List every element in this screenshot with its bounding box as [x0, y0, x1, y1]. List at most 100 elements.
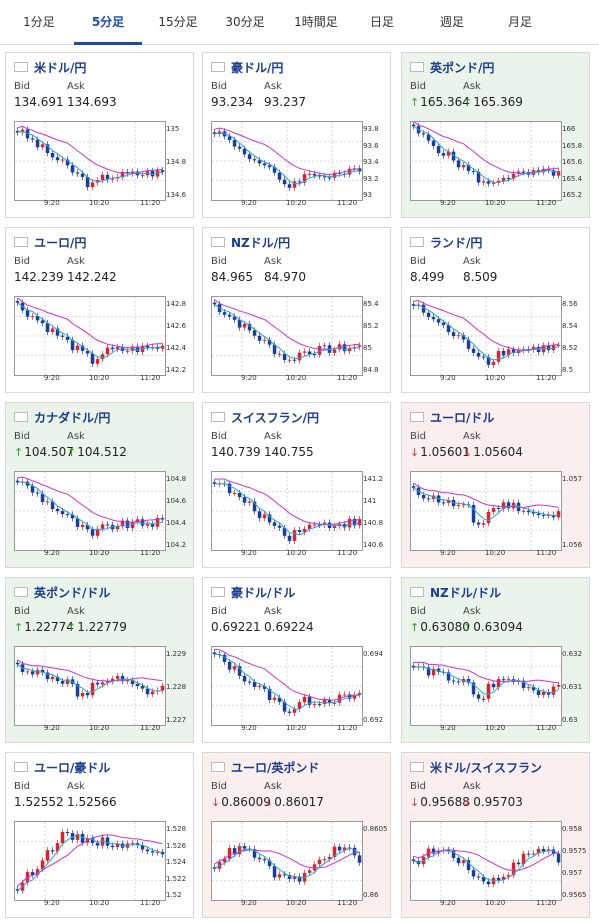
currency-card[interactable]: ユーロ/豪ドル Bid Ask 1.52552 1.52566 1.528 1.526 1.5… [5, 752, 194, 918]
x-tick-label: 10:20 [286, 374, 307, 382]
ask-value: 134.693 [67, 95, 117, 109]
candle [227, 483, 232, 494]
price-chart[interactable] [211, 121, 363, 201]
candle [277, 353, 282, 355]
pair-name[interactable]: 米ドル/円 [34, 60, 87, 75]
candle [302, 528, 307, 533]
currency-card[interactable]: ユーロ/円 Bid Ask 142.239 142.242 142.8 142.6 142.4… [5, 227, 194, 393]
price-chart[interactable] [410, 471, 562, 551]
x-tick-label: 10:20 [485, 374, 506, 382]
candle [337, 846, 342, 851]
currency-card[interactable]: 米ドル/円 Bid Ask 134.691 134.693 135 134.8 134.6 9:… [5, 52, 194, 218]
card-header: 英ポンド/円 [410, 59, 494, 75]
candle [352, 847, 357, 856]
candle [222, 858, 227, 863]
candle [50, 501, 55, 509]
currency-card[interactable]: 米ドル/スイスフラン Bid Ask ↓0.95688 ↓0.95703 0.958 0.9… [401, 752, 590, 918]
price-chart[interactable] [211, 296, 363, 376]
price-chart[interactable] [211, 646, 363, 726]
candlestick-svg [212, 122, 362, 200]
price-chart[interactable] [410, 821, 562, 901]
currency-card[interactable]: ユーロ/英ポンド Bid Ask ↓0.86009 ↓0.86017 0.8605 0.86… [202, 752, 391, 918]
tab-4[interactable]: 1時間足 [294, 15, 338, 29]
x-tick-label: 9:20 [440, 899, 456, 907]
tab-5[interactable]: 日足 [369, 15, 394, 29]
y-tick-label: 93 [363, 191, 372, 199]
candle [421, 495, 426, 499]
tab-7[interactable]: 月足 [507, 15, 532, 29]
candle [302, 174, 307, 183]
pair-name[interactable]: 豪ドル/ドル [231, 585, 296, 600]
bid-value: 1.52552 [14, 795, 64, 809]
price-chart[interactable] [211, 471, 363, 551]
candle [297, 352, 302, 361]
ask-label: Ask [264, 431, 282, 442]
pair-name[interactable]: NZドル/円 [231, 235, 291, 250]
candle [501, 679, 506, 681]
currency-card[interactable]: NZドル/ドル Bid Ask ↑0.63080 ↑0.63094 0.632 0.631 0… [401, 577, 590, 743]
currency-card[interactable]: NZドル/円 Bid Ask 84.965 84.970 85.4 85.2 85 84.8 9:… [202, 227, 391, 393]
tab-6[interactable]: 週足 [439, 15, 464, 29]
candle [307, 524, 312, 529]
pair-name[interactable]: ユーロ/円 [34, 235, 87, 250]
candle [426, 667, 431, 676]
currency-card[interactable]: 豪ドル/ドル Bid Ask 0.69221 0.69224 0.694 0.692 9:20… [202, 577, 391, 743]
bid-value: ↑0.63080 [410, 620, 470, 634]
price-chart[interactable] [211, 821, 363, 901]
pair-name[interactable]: 豪ドル/円 [231, 60, 284, 75]
currency-card[interactable]: 英ポンド/ドル Bid Ask ↑1.22774 ↑1.22779 1.229 1.228 1… [5, 577, 194, 743]
candle [237, 319, 242, 328]
ask-label: Ask [264, 781, 282, 792]
currency-card[interactable]: ランド/円 Bid Ask 8.499 8.509 8.56 8.54 8.52 8.5 9:20… [401, 227, 590, 393]
candle [456, 504, 461, 506]
candle [312, 354, 317, 355]
pair-name[interactable]: ユーロ/英ポンド [231, 760, 320, 775]
tab-1[interactable]: 5分足 [74, 0, 142, 45]
tab-0[interactable]: 1分足 [23, 15, 55, 29]
tab-3[interactable]: 30分足 [225, 15, 265, 29]
candle [556, 853, 561, 863]
price-chart[interactable] [410, 121, 562, 201]
candle [342, 524, 347, 528]
x-tick-label: 10:20 [89, 724, 110, 732]
pair-name[interactable]: ユーロ/豪ドル [34, 760, 111, 775]
y-tick-label: 1.229 [166, 650, 187, 658]
candle [115, 526, 120, 530]
pair-name[interactable]: ユーロ/ドル [430, 410, 495, 425]
x-tick-label: 10:20 [286, 724, 307, 732]
price-chart[interactable] [14, 471, 166, 551]
candle [40, 493, 45, 502]
candle [257, 686, 262, 687]
pair-name[interactable]: スイスフラン/円 [231, 410, 320, 425]
candle [526, 687, 531, 689]
price-chart[interactable] [14, 646, 166, 726]
tab-2[interactable]: 15分足 [158, 15, 198, 29]
pair-name[interactable]: NZドル/ドル [430, 585, 502, 600]
pair-name[interactable]: 英ポンド/ドル [34, 585, 111, 600]
currency-card[interactable]: カナダドル/円 Bid Ask ↑104.507 ↑104.512 104.8 104.6 1… [5, 402, 194, 568]
candle [277, 874, 282, 878]
currency-card[interactable]: 英ポンド/円 Bid Ask ↑165.364 ↑165.369 166 165.8 165.… [401, 52, 590, 218]
ask-value: 84.970 [264, 270, 306, 284]
price-chart[interactable] [14, 821, 166, 901]
pair-name[interactable]: 米ドル/スイスフラン [430, 760, 543, 775]
card-header: ユーロ/ドル [410, 409, 494, 425]
pair-name[interactable]: 英ポンド/円 [430, 60, 495, 75]
ma-long-line [17, 659, 163, 682]
currency-card[interactable]: 豪ドル/円 Bid Ask 93.234 93.237 93.8 93.6 93.4 93.2 9… [202, 52, 391, 218]
candle [237, 493, 242, 498]
price-chart[interactable] [410, 296, 562, 376]
currency-card[interactable]: ユーロ/ドル Bid Ask ↓1.05601 ↓1.05604 1.057 1.056 9:… [401, 402, 590, 568]
candle [125, 350, 130, 352]
price-chart[interactable] [14, 296, 166, 376]
candle [461, 504, 466, 506]
candle [521, 510, 526, 512]
pair-name[interactable]: ランド/円 [430, 235, 483, 250]
price-chart[interactable] [410, 646, 562, 726]
pair-name[interactable]: カナダドル/円 [34, 410, 111, 425]
candle [15, 889, 20, 891]
candle [317, 524, 322, 526]
price-chart[interactable] [14, 121, 166, 201]
candle [105, 837, 110, 846]
currency-card[interactable]: スイスフラン/円 Bid Ask 140.739 140.755 141.2 141 140.… [202, 402, 391, 568]
